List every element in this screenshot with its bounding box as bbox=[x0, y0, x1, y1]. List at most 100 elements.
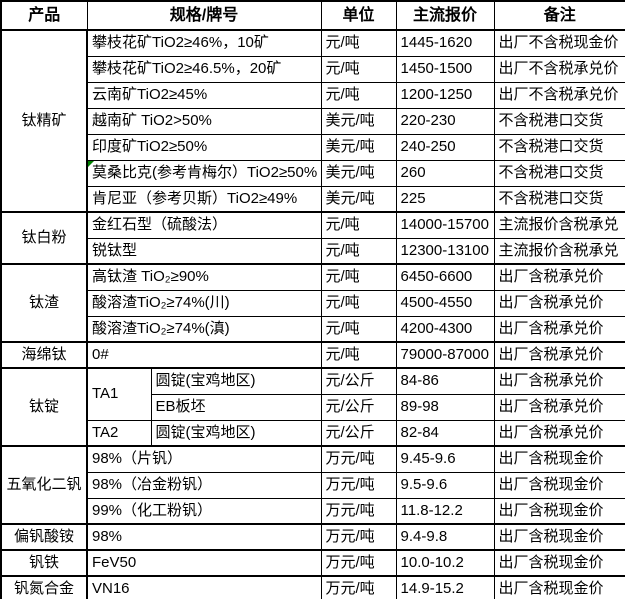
header-cell-product: 产品 bbox=[0, 0, 88, 31]
grade-cell: TA2 bbox=[86, 419, 152, 447]
product-cell: 钛锭 bbox=[0, 367, 88, 447]
spec-cell: 肯尼亚（参考贝斯）TiO2≥49% bbox=[86, 185, 322, 213]
unit-cell: 万元/吨 bbox=[320, 497, 397, 525]
table-row: 98%（冶金粉钒） 万元/吨 9.5-9.6 出厂含税现金价 bbox=[1, 471, 625, 499]
grade-cell: TA1 bbox=[86, 367, 152, 421]
unit-cell: 元/吨 bbox=[320, 315, 397, 343]
price-cell: 1450-1500 bbox=[395, 55, 495, 83]
price-cell: 11.8-12.2 bbox=[395, 497, 495, 525]
spec-cell: 酸溶渣TiO₂≥74%(川) bbox=[86, 289, 322, 317]
spec-cell: 印度矿TiO2≥50% bbox=[86, 133, 322, 161]
spec-cell: 99%（化工粉钒） bbox=[86, 497, 322, 525]
table-row: 钒氮合金 VN16 万元/吨 14.9-15.2 出厂含税现金价 bbox=[0, 575, 625, 599]
spec-cell: 云南矿TiO2≥45% bbox=[86, 81, 322, 109]
note-cell: 不含税港口交货 bbox=[493, 133, 625, 161]
price-cell: 10.0-10.2 bbox=[395, 549, 495, 577]
price-cell: 9.45-9.6 bbox=[395, 445, 495, 473]
price-cell: 14000-15700 bbox=[395, 211, 495, 239]
spec-cell: 酸溶渣TiO₂≥74%(滇) bbox=[86, 315, 322, 343]
spec-cell: 98%（冶金粉钒） bbox=[86, 471, 322, 499]
table-row: 酸溶渣TiO₂≥74%(滇) 元/吨 4200-4300 出厂含税承兑价 bbox=[1, 315, 625, 343]
product-cell: 钛渣 bbox=[0, 263, 88, 343]
note-cell: 出厂不含税现金价 bbox=[493, 29, 625, 57]
product-cell: 五氧化二钒 bbox=[0, 445, 88, 525]
spec-cell: 锐钛型 bbox=[86, 237, 322, 265]
table-row: 99%（化工粉钒） 万元/吨 11.8-12.2 出厂含税现金价 bbox=[1, 497, 625, 525]
product-cell: 偏钒酸铵 bbox=[0, 523, 88, 551]
product-cell: 钛白粉 bbox=[0, 211, 88, 265]
unit-cell: 万元/吨 bbox=[320, 445, 397, 473]
unit-cell: 万元/吨 bbox=[320, 549, 397, 577]
note-cell: 出厂含税现金价 bbox=[493, 445, 625, 473]
unit-cell: 美元/吨 bbox=[320, 159, 397, 187]
spec-cell: 圆锭(宝鸡地区) bbox=[150, 367, 322, 395]
price-cell: 240-250 bbox=[395, 133, 495, 161]
price-cell: 9.4-9.8 bbox=[395, 523, 495, 551]
unit-cell: 元/吨 bbox=[320, 81, 397, 109]
spec-cell: 金红石型（硫酸法） bbox=[86, 211, 322, 239]
table-row: 锐钛型 元/吨 12300-13100 主流报价含税承兑 bbox=[1, 237, 625, 265]
table-row: 钒铁 FeV50 万元/吨 10.0-10.2 出厂含税现金价 bbox=[0, 549, 625, 577]
note-cell: 出厂含税现金价 bbox=[493, 575, 625, 599]
table-row: 印度矿TiO2≥50% 美元/吨 240-250 不含税港口交货 bbox=[1, 133, 625, 161]
note-cell: 不含税港口交货 bbox=[493, 107, 625, 135]
table-row: 五氧化二钒 98%（片钒） 万元/吨 9.45-9.6 出厂含税现金价 bbox=[0, 445, 625, 525]
table-row: 酸溶渣TiO₂≥74%(川) 元/吨 4500-4550 出厂含税承兑价 bbox=[1, 289, 625, 317]
unit-cell: 美元/吨 bbox=[320, 185, 397, 213]
price-cell: 1445-1620 bbox=[395, 29, 495, 57]
table-row: 越南矿 TiO2>50% 美元/吨 220-230 不含税港口交货 bbox=[1, 107, 625, 135]
note-cell: 出厂含税承兑价 bbox=[493, 315, 625, 343]
unit-cell: 元/吨 bbox=[320, 211, 397, 239]
note-cell: 出厂含税承兑价 bbox=[493, 419, 625, 447]
price-cell: 12300-13100 bbox=[395, 237, 495, 265]
price-cell: 4500-4550 bbox=[395, 289, 495, 317]
price-cell: 6450-6600 bbox=[395, 263, 495, 291]
unit-cell: 元/公斤 bbox=[320, 419, 397, 447]
header-cell-price: 主流报价 bbox=[395, 0, 495, 31]
table-row: 肯尼亚（参考贝斯）TiO2≥49% 美元/吨 225 不含税港口交货 bbox=[1, 185, 625, 213]
spec-cell: 攀枝花矿TiO2≥46.5%，20矿 bbox=[86, 55, 322, 83]
table-row: 海绵钛 0# 元/吨 79000-87000 出厂含税承兑价 bbox=[0, 341, 625, 369]
price-cell: 4200-4300 bbox=[395, 315, 495, 343]
note-cell: 出厂含税现金价 bbox=[493, 523, 625, 551]
unit-cell: 万元/吨 bbox=[320, 523, 397, 551]
unit-cell: 万元/吨 bbox=[320, 471, 397, 499]
spec-cell: 98%（片钒） bbox=[86, 445, 322, 473]
table-row: 莫桑比克(参考肯梅尔）TiO2≥50% 美元/吨 260 不含税港口交货 bbox=[1, 159, 625, 187]
note-cell: 出厂含税承兑价 bbox=[493, 289, 625, 317]
price-cell: 225 bbox=[395, 185, 495, 213]
unit-cell: 元/吨 bbox=[320, 55, 397, 83]
table-row: TA2 圆锭(宝鸡地区) 元/公斤 82-84 出厂含税承兑价 bbox=[1, 419, 625, 447]
spec-cell: 圆锭(宝鸡地区) bbox=[150, 419, 322, 447]
price-cell: 79000-87000 bbox=[395, 341, 495, 369]
table-row: 钛锭 TA1 圆锭(宝鸡地区) 元/公斤 84-86 出厂含税承兑价 bbox=[0, 367, 625, 447]
spec-cell: VN16 bbox=[86, 575, 322, 599]
unit-cell: 万元/吨 bbox=[320, 575, 397, 599]
spec-cell: 98% bbox=[86, 523, 322, 551]
price-cell: 14.9-15.2 bbox=[395, 575, 495, 599]
price-cell: 84-86 bbox=[395, 367, 495, 395]
spec-cell: FeV50 bbox=[86, 549, 322, 577]
unit-cell: 美元/吨 bbox=[320, 133, 397, 161]
note-cell: 出厂含税承兑价 bbox=[493, 263, 625, 291]
note-cell: 出厂含税现金价 bbox=[493, 471, 625, 499]
note-cell: 出厂含税现金价 bbox=[493, 497, 625, 525]
spec-cell: 0# bbox=[86, 341, 322, 369]
unit-cell: 元/吨 bbox=[320, 29, 397, 57]
table-row: 钛白粉 金红石型（硫酸法） 元/吨 14000-15700 主流报价含税承兑 bbox=[0, 211, 625, 265]
unit-cell: 元/吨 bbox=[320, 341, 397, 369]
header-cell-spec: 规格/牌号 bbox=[86, 0, 322, 31]
product-cell: 钒铁 bbox=[0, 549, 88, 577]
header-cell-unit: 单位 bbox=[320, 0, 397, 31]
note-cell: 主流报价含税承兑 bbox=[493, 211, 625, 239]
table-row: 云南矿TiO2≥45% 元/吨 1200-1250 出厂不含税承兑价 bbox=[1, 81, 625, 109]
note-cell: 出厂含税承兑价 bbox=[493, 393, 625, 421]
price-cell: 89-98 bbox=[395, 393, 495, 421]
note-cell: 主流报价含税承兑 bbox=[493, 237, 625, 265]
unit-cell: 元/公斤 bbox=[320, 393, 397, 421]
price-cell: 260 bbox=[395, 159, 495, 187]
spec-cell-with-comment: 莫桑比克(参考肯梅尔）TiO2≥50% bbox=[86, 159, 322, 187]
note-cell: 出厂含税承兑价 bbox=[493, 367, 625, 395]
price-cell: 82-84 bbox=[395, 419, 495, 447]
